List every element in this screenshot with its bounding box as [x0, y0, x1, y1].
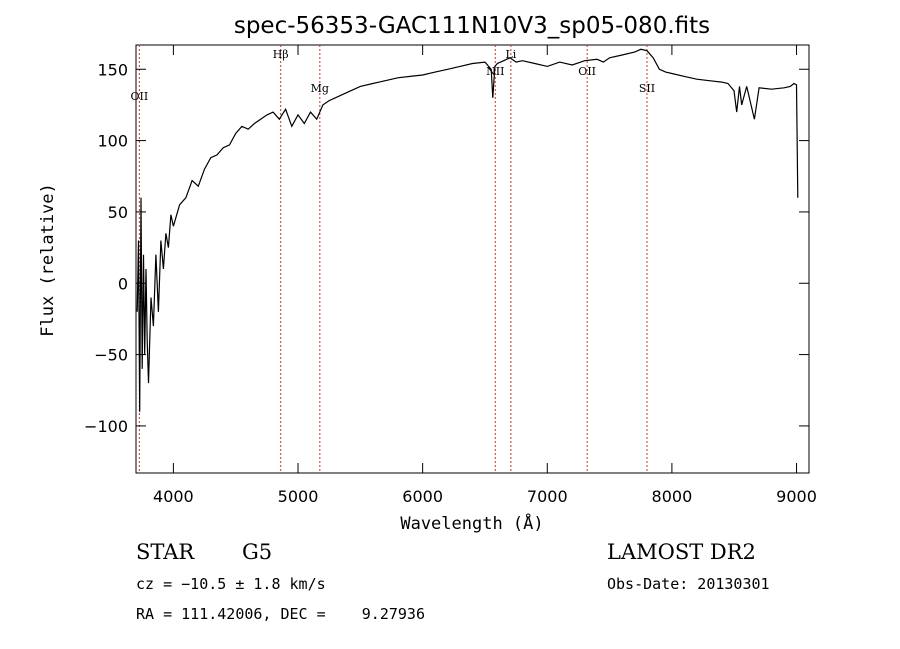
x-tick-label: 4000	[153, 487, 194, 506]
line-marker-label: Li	[505, 48, 516, 61]
y-tick-label: 100	[97, 132, 128, 151]
object-class: STAR	[136, 540, 195, 564]
x-tick-label: 7000	[527, 487, 568, 506]
survey-name: LAMOST DR2	[607, 540, 756, 564]
y-tick-label: −50	[94, 346, 128, 365]
line-marker-label: OII	[131, 90, 149, 103]
obs-date: Obs-Date: 20130301	[607, 575, 770, 593]
x-tick-label: 6000	[402, 487, 443, 506]
x-tick-label: 9000	[776, 487, 817, 506]
plot-frame	[135, 44, 810, 474]
coordinates: RA = 111.42006, DEC = 9.27936	[136, 605, 425, 623]
line-marker-label: Mg	[311, 82, 329, 95]
y-tick-label: 50	[108, 203, 128, 222]
x-axis-label: Wavelength (Å)	[400, 512, 543, 534]
y-tick-label: −100	[84, 417, 128, 436]
line-marker-label: OII	[578, 65, 596, 78]
spectrum-line	[136, 48, 799, 412]
chart-title: spec-56353-GAC111N10V3_sp05-080.fits	[234, 13, 710, 39]
x-tick-label: 8000	[652, 487, 693, 506]
y-tick-label: 0	[118, 274, 128, 293]
y-axis-label: Flux (relative)	[38, 183, 58, 337]
line-marker-label: SII	[639, 82, 655, 95]
y-tick-label: 150	[97, 60, 128, 79]
redshift-text: cz = −10.5 ± 1.8 km/s	[136, 575, 326, 593]
line-marker-label: Hβ	[273, 48, 289, 61]
x-tick-label: 5000	[278, 487, 319, 506]
axis-ticks: 4000 5000 6000 7000 8000 9000 −100 −50 0 50 100 150	[84, 45, 817, 506]
series-group	[136, 48, 799, 412]
object-subclass: G5	[242, 540, 273, 564]
